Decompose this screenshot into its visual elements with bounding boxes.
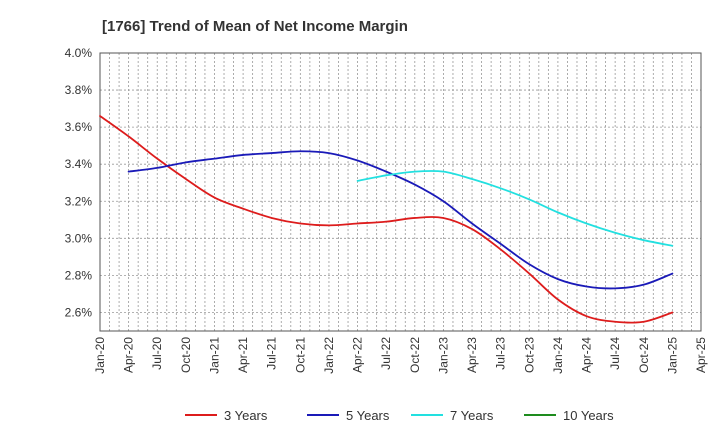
x-tick-label: Apr-21 [236,337,250,373]
x-axis-ticks: Jan-20 Apr-20 Jul-20 Oct-20 Jan-21 Apr-21 Jul-… [93,337,708,374]
x-tick-label: Jan-21 [207,337,221,374]
x-tick-label: Jan-24 [551,337,565,374]
x-tick-label: Apr-24 [580,337,594,373]
y-tick-label: 4.0% [65,46,93,60]
y-axis-ticks: 2.6% 2.8% 3.0% 3.2% 3.4% 3.6% 3.8% 4.0% [65,46,93,319]
x-tick-label: Jul-24 [608,337,622,370]
y-tick-label: 2.8% [65,268,93,282]
series-line-5-years [127,150,674,290]
y-tick-label: 3.6% [65,120,93,134]
y-tick-label: 3.0% [65,231,93,245]
x-tick-label: Jan-22 [322,337,336,374]
x-tick-label: Jan-23 [436,337,450,374]
y-tick-label: 3.8% [65,83,93,97]
x-tick-label: Oct-21 [293,337,307,373]
legend-label: 5 Years [346,408,390,423]
series-lines [99,115,674,324]
legend-label: 3 Years [224,408,268,423]
x-tick-label: Apr-23 [465,337,479,373]
x-tick-label: Apr-22 [351,337,365,373]
x-tick-label: Jan-20 [93,337,107,374]
legend-label: 7 Years [450,408,494,423]
x-tick-label: Oct-20 [179,337,193,373]
x-tick-label: Jul-23 [494,337,508,370]
legend: 3 Years 5 Years 7 Years 10 Years [185,408,614,423]
x-tick-label: Oct-24 [637,337,651,373]
x-tick-label: Jan-25 [665,337,679,374]
x-tick-label: Jul-22 [379,337,393,370]
grid-lines [100,53,701,331]
y-tick-label: 2.6% [65,305,93,319]
plot-area [99,52,702,332]
x-tick-label: Apr-20 [122,337,136,373]
x-tick-label: Apr-25 [694,337,708,373]
x-tick-label: Oct-22 [408,337,422,373]
series-line-7-years [356,170,674,247]
y-tick-label: 3.2% [65,194,93,208]
chart-title: [1766] Trend of Mean of Net Income Margi… [102,18,408,35]
series-line-3-years [99,115,674,324]
y-tick-label: 3.4% [65,157,93,171]
x-tick-label: Jul-20 [150,337,164,370]
x-tick-label: Jul-21 [265,337,279,370]
legend-label: 10 Years [563,408,614,423]
x-tick-label: Oct-23 [522,337,536,373]
